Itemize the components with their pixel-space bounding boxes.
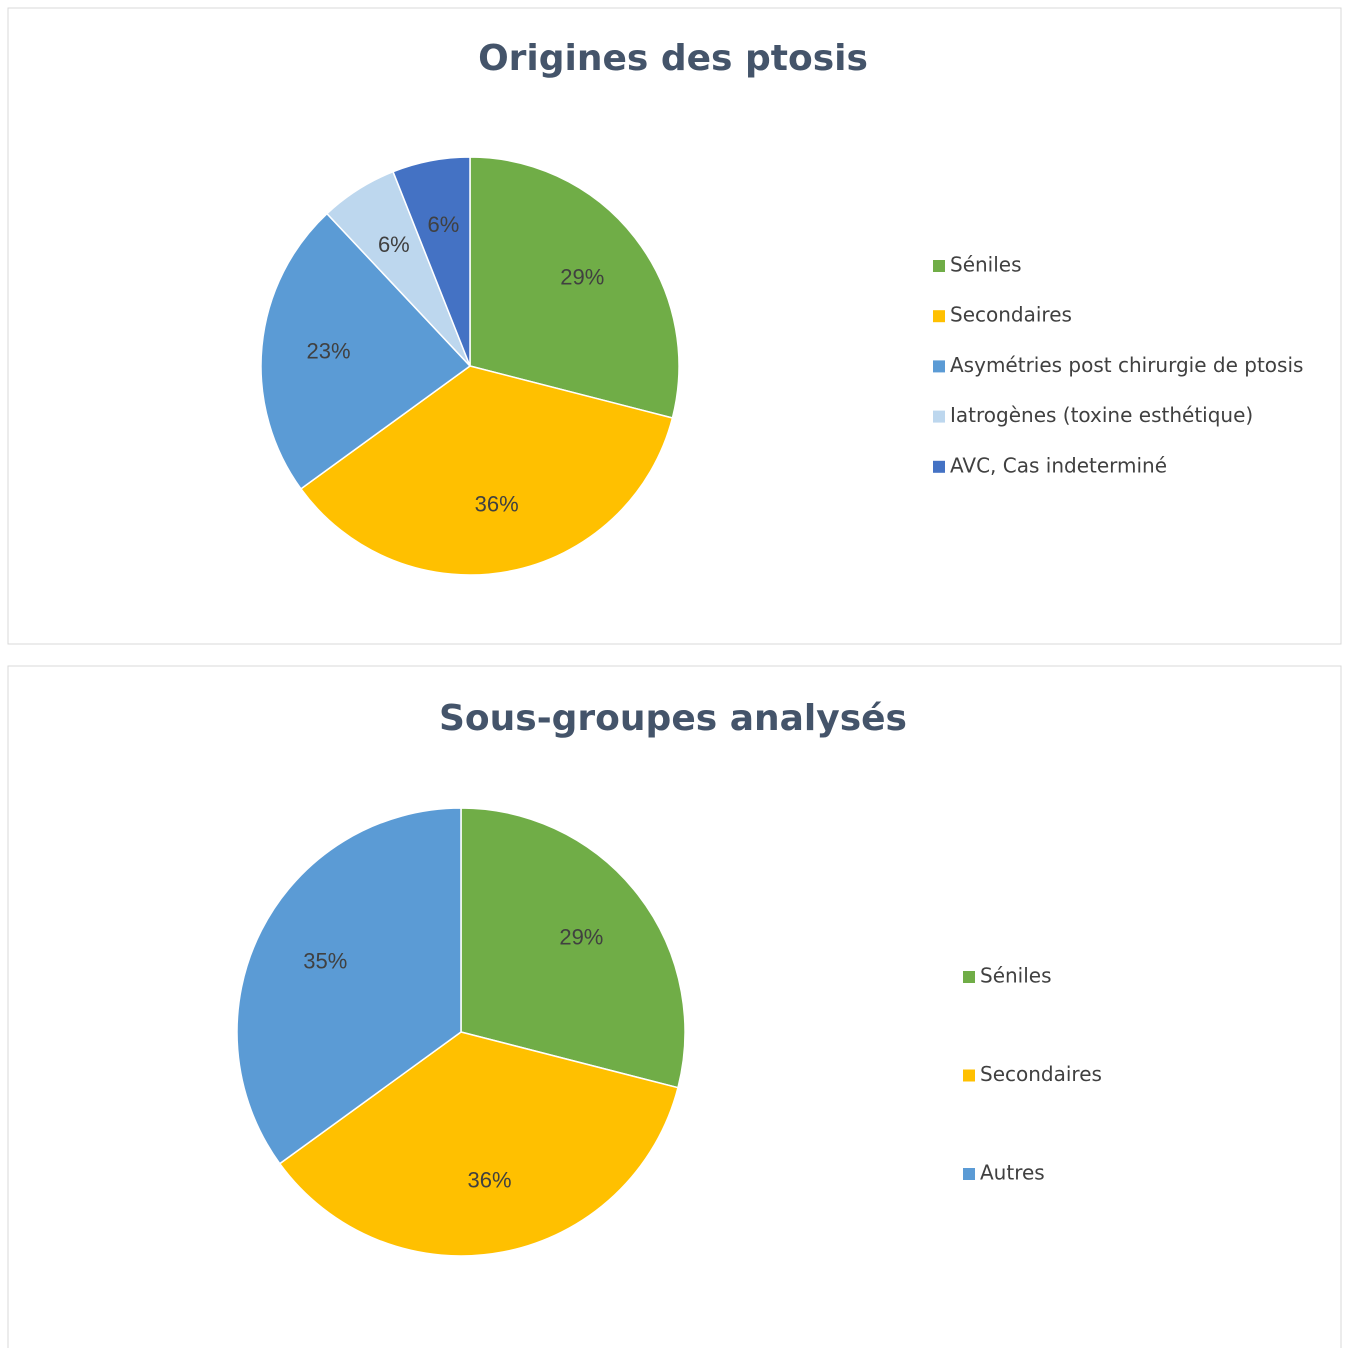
legend-label: Autres [980,1161,1045,1185]
data-label: 29% [560,265,604,290]
legend-swatch [963,1168,975,1180]
legend-swatch [933,360,945,373]
pie-slice [299,365,674,576]
legend-label: Séniles [950,253,1022,277]
data-label: 23% [306,338,350,363]
legend-label: AVC, Cas indeterminé [950,453,1167,477]
data-label: 36% [468,1167,512,1192]
pie-slice [260,212,472,490]
chart-title: Sous-groupes analysés [439,698,907,739]
data-label: 35% [303,949,347,974]
legend-swatch [933,410,945,423]
legend-swatch [933,260,945,272]
legend-swatch [933,460,945,473]
legend-swatch [963,971,975,983]
pie-slice [460,807,686,1089]
data-label: 29% [559,924,603,949]
data-label: 6% [427,212,459,237]
pie-slice [278,1031,679,1257]
legend-label: Séniles [980,964,1052,988]
legend-swatch [933,310,945,323]
data-label: 6% [378,232,410,257]
legend-label: Secondaires [950,303,1072,327]
pie-slice [469,156,680,419]
pie-slice [236,807,462,1165]
legend-label: Secondaires [980,1062,1102,1086]
legend-swatch [963,1069,975,1082]
data-label: 36% [475,491,519,516]
pie-slice [392,156,471,367]
legend-label: Asymétries post chirurgie de ptosis [950,353,1303,377]
legend-label: Iatrogènes (toxine esthétique) [950,403,1253,427]
chart-title: Origines des ptosis [478,38,868,79]
